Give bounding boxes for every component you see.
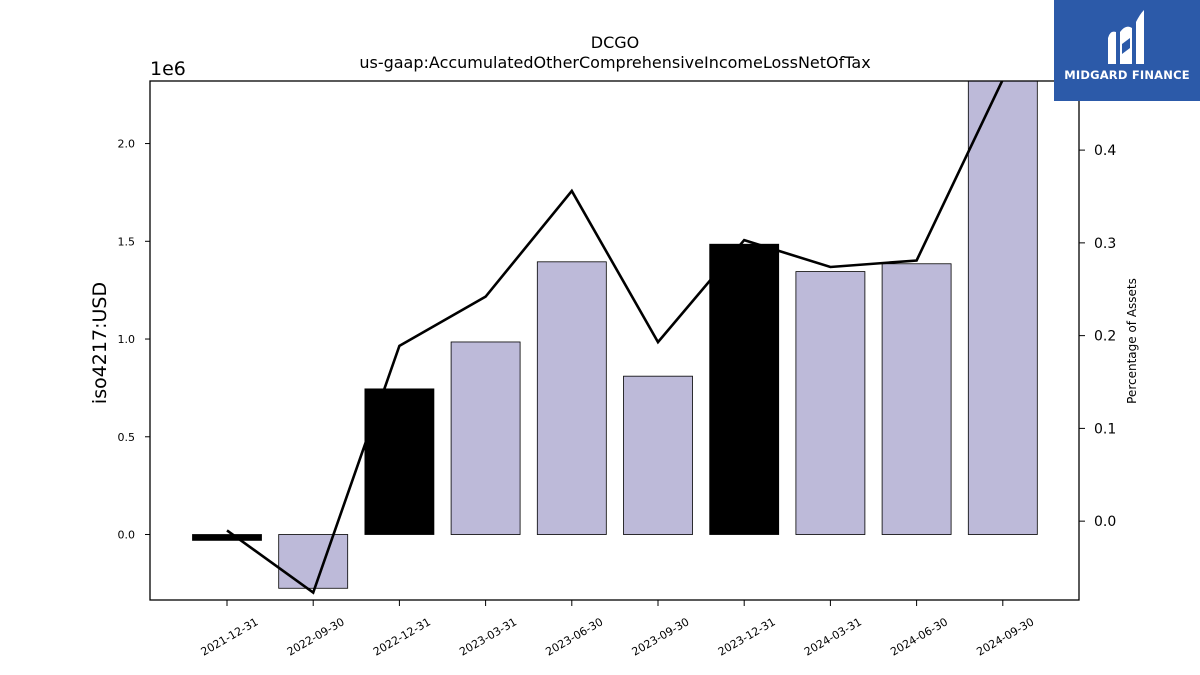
- y2-tick-label: 0.4: [1094, 143, 1116, 159]
- x-tick-label: 2023-09-30: [630, 615, 692, 658]
- bar-2021-12-31: [192, 534, 262, 541]
- bar-2024-09-30: [967, 80, 1038, 535]
- y-tick-label: 1.5: [118, 235, 136, 248]
- midgard-logo-icon: [1108, 10, 1144, 65]
- plot-frame: [149, 80, 1080, 601]
- x-tick-label: 2023-03-31: [457, 615, 519, 658]
- y2-ticks-group: 0.0 0.1 0.2 0.3 0.4: [1079, 143, 1116, 530]
- bars-group: [192, 80, 1038, 589]
- x-tick-label: 2022-09-30: [285, 615, 347, 658]
- brand-name: MIDGARD FINANCE: [1064, 68, 1190, 82]
- brand-logo: MIDGARD FINANCE: [1054, 0, 1200, 101]
- x-ticks-group: 2021-12-31 2022-09-30 2022-12-31 2023-03-31…: [199, 600, 1036, 659]
- x-tick-label: 2023-12-31: [716, 615, 778, 658]
- y-ticks-group: 0.0 0.5 1.0 1.5 2.0: [118, 138, 150, 542]
- chart-title: DCGO: [591, 33, 639, 52]
- y-tick-label: 0.0: [118, 529, 136, 542]
- x-tick-label: 2024-03-31: [802, 615, 864, 658]
- bar-2022-12-31: [364, 388, 435, 535]
- bar-2023-12-31: [709, 243, 780, 535]
- x-tick-label: 2022-12-31: [371, 615, 433, 658]
- x-tick-label: 2024-09-30: [974, 615, 1036, 658]
- chart-subtitle: us-gaap:AccumulatedOtherComprehensiveInc…: [359, 53, 870, 72]
- y-tick-label: 2.0: [118, 138, 136, 151]
- y2-tick-label: 0.2: [1094, 329, 1116, 345]
- x-tick-label: 2023-06-30: [543, 615, 605, 658]
- y2-tick-label: 0.1: [1094, 421, 1116, 437]
- y2-axis-label: Percentage of Assets: [1125, 278, 1139, 404]
- bar-2023-03-31: [450, 341, 521, 535]
- x-tick-label: 2024-06-30: [888, 615, 950, 658]
- y2-tick-label: 0.3: [1094, 236, 1116, 252]
- y-offset-label: 1e6: [150, 58, 186, 80]
- y2-tick-label: 0.0: [1094, 514, 1116, 530]
- bar-2022-09-30: [278, 534, 349, 589]
- x-tick-label: 2021-12-31: [199, 615, 261, 658]
- percentage-of-assets-line: [226, 81, 1004, 595]
- y-tick-label: 0.5: [118, 431, 136, 444]
- bar-2024-06-30: [881, 263, 952, 535]
- bar-2023-06-30: [536, 261, 607, 535]
- y-tick-label: 1.0: [118, 333, 136, 346]
- bar-2023-09-30: [623, 375, 693, 535]
- y-axis-label: iso4217:USD: [89, 282, 111, 404]
- line-group: [226, 81, 1004, 595]
- bar-2024-03-31: [795, 271, 866, 535]
